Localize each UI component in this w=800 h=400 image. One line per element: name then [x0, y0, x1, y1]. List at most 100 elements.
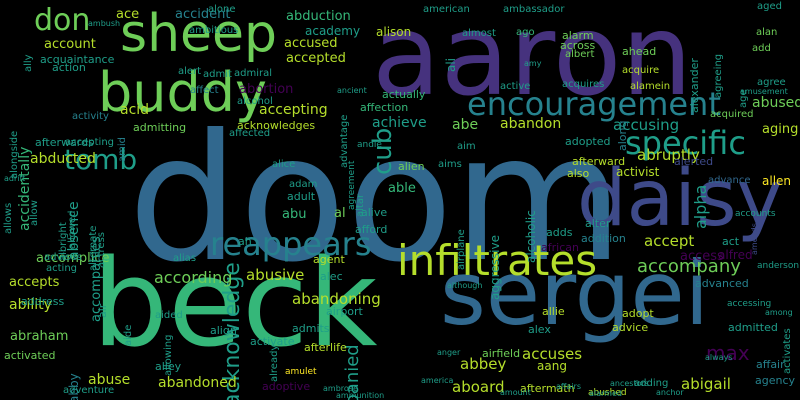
word-anchor: anchor — [656, 388, 684, 397]
word-achieve: achieve — [372, 115, 427, 131]
word-accounts: accounts — [735, 209, 776, 219]
word-acid: acid — [120, 102, 150, 118]
word-abortion: abortion — [239, 82, 294, 97]
word-adding: adding — [634, 378, 669, 389]
word-agree: agree — [757, 77, 786, 88]
word-afterward: afterward — [572, 155, 626, 168]
word-ambrose: ambrose — [323, 384, 358, 393]
word-accept: accept — [644, 232, 695, 250]
word-abandon: abandon — [500, 116, 562, 132]
word-adopted: adopted — [565, 135, 611, 148]
word-amusement: amusement — [740, 87, 788, 96]
word-abushed: abushed — [588, 388, 627, 398]
word-reappears: reappears — [210, 225, 372, 263]
word-ambassador: ambassador — [503, 4, 565, 15]
word-airplane: airplane — [456, 229, 467, 270]
word-abraham: abraham — [10, 329, 69, 344]
word-acquaintance: acquaintance — [40, 53, 115, 66]
word-alert: alert — [178, 66, 202, 77]
word-buddy: buddy — [98, 61, 268, 124]
word-aftermath: aftermath — [520, 382, 575, 395]
word-american: american — [423, 4, 470, 15]
word-allie: allie — [542, 305, 565, 318]
word-alias: alias — [173, 253, 197, 264]
word-affairs: affairs — [556, 382, 581, 391]
word-cub: cub — [368, 127, 398, 175]
word-affect: affect — [190, 85, 219, 96]
word-activity: activity — [72, 111, 109, 122]
word-ally: ally — [23, 54, 34, 72]
word-allow: allow — [29, 200, 40, 226]
word-alec: alec — [320, 270, 343, 283]
word-ammunition: ammunition — [336, 391, 385, 400]
word-alongside: alongside — [9, 130, 20, 179]
word-acquires: acquires — [562, 79, 605, 90]
word-aaron: aaron — [372, 0, 693, 121]
word-alpha: alpha — [691, 184, 710, 229]
word-agreement: agreement — [347, 160, 357, 210]
word-anger: anger — [437, 348, 461, 357]
word-ace: ace — [116, 7, 140, 22]
word-agreeing: agreeing — [713, 53, 724, 98]
word-infiltrates: infiltrates — [397, 236, 598, 285]
word-alone: alone — [208, 4, 236, 15]
word-adopt: adopt — [622, 307, 654, 320]
word-ability: ability — [9, 297, 52, 313]
word-addition: addition — [581, 232, 626, 245]
word-acknowledges: acknowledges — [237, 119, 316, 132]
word-alarm: alarm — [562, 29, 594, 42]
word-accepted: accepted — [286, 51, 346, 66]
word-actually: actually — [382, 88, 426, 101]
word-adds: adds — [546, 226, 573, 239]
word-acquired: acquired — [710, 109, 754, 120]
word-address: address — [21, 295, 65, 308]
word-accusing: accusing — [613, 116, 680, 134]
word-america: america — [421, 376, 454, 385]
word-andie: andie — [357, 140, 382, 150]
word-alamein: alamein — [630, 81, 671, 92]
word-encouragement: encouragement — [467, 85, 721, 123]
word-aided: aided — [155, 310, 183, 321]
word-admitted: admitted — [728, 321, 778, 334]
word-activates: activates — [782, 328, 793, 374]
word-afterwards: afterwards — [35, 136, 94, 149]
word-activist: activist — [616, 165, 660, 179]
word-alarmed: alarmed — [589, 389, 622, 398]
word-ambitious: ambitious — [189, 25, 239, 36]
word-already: already — [269, 344, 280, 382]
word-add: add — [752, 43, 771, 54]
word-air: air — [96, 303, 109, 318]
word-affair: affair — [756, 358, 785, 371]
word-advises: advises — [44, 252, 82, 263]
word-always: always — [705, 353, 733, 362]
word-altar: altar — [355, 193, 366, 217]
word-active: active — [500, 81, 531, 92]
word-academy: academy — [305, 24, 361, 38]
word-sergei: sergei — [440, 242, 710, 345]
word-abused: abused — [752, 95, 800, 111]
word-affected: affected — [229, 128, 271, 139]
word-adventure: adventure — [63, 385, 115, 396]
word-advanced: advanced — [695, 277, 749, 290]
word-don: don — [34, 3, 91, 38]
word-alerted: alerted — [674, 155, 714, 168]
word-aide: aide — [123, 324, 134, 346]
word-afford: afford — [355, 223, 388, 236]
word-aang: aang — [537, 359, 567, 373]
word-allowing: allowing — [163, 334, 174, 376]
word-alley: alley — [155, 360, 182, 373]
word-actress: actress — [96, 231, 107, 268]
word-ali: ali — [444, 57, 458, 72]
word-alive: alive — [361, 206, 388, 219]
word-ahead: ahead — [622, 45, 657, 58]
word-amy: amy — [524, 59, 542, 68]
word-activated: activated — [4, 349, 56, 362]
word-alison: alison — [376, 25, 412, 39]
word-alcohol: alcohol — [237, 96, 273, 107]
word-daisy: daisy — [577, 154, 783, 244]
word-amount: amount — [500, 388, 531, 397]
word-alan: alan — [756, 27, 778, 38]
word-alcoholic: alcoholic — [524, 209, 538, 263]
word-agency: agency — [755, 374, 796, 387]
